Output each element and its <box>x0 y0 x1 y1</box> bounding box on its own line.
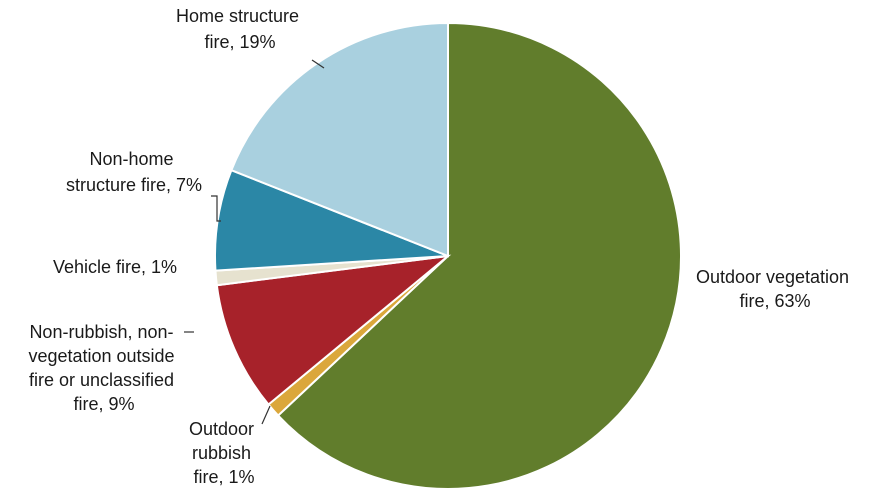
pie-slice-non-home-structure <box>214 168 449 272</box>
label-non-rubbish-non-vegetation: Non-rubbish, non- vegetation outside fir… <box>28 322 179 414</box>
label-outdoor-vegetation: Outdoor vegetation fire, 63% <box>696 267 854 311</box>
label-home-structure: Home structure fire, 19% <box>176 6 304 52</box>
label-line: fire or unclassified <box>29 370 174 390</box>
label-line: Outdoor <box>189 419 254 439</box>
pie-slices <box>214 21 682 490</box>
leader-non-home-structure <box>211 195 221 222</box>
label-line: Non-rubbish, non- <box>29 322 173 342</box>
label-line: Outdoor vegetation <box>696 267 849 287</box>
leader-outdoor-rubbish <box>261 405 271 425</box>
pie-slice-non-rubbish-non-vegetation <box>215 254 452 406</box>
label-vehicle-fire: Vehicle fire, 1% <box>53 257 177 277</box>
label-line: fire, 1% <box>193 467 254 487</box>
label-line: fire, 9% <box>73 394 134 414</box>
label-line: structure fire, 7% <box>66 175 202 195</box>
label-line: fire, 63% <box>739 291 810 311</box>
leader-lines <box>184 59 325 425</box>
pie-slice-outdoor-vegetation <box>276 21 682 490</box>
label-line: Vehicle fire, 1% <box>53 257 177 277</box>
label-line: Non-home <box>89 149 173 169</box>
label-non-home-structure: Non-home structure fire, 7% <box>66 149 202 195</box>
label-line: Home structure <box>176 6 299 26</box>
label-line: fire, 19% <box>204 32 275 52</box>
label-line: vegetation outside <box>28 346 174 366</box>
label-line: rubbish <box>192 443 251 463</box>
leader-home-structure <box>311 59 325 69</box>
label-outdoor-rubbish: Outdoor rubbish fire, 1% <box>189 419 259 487</box>
slice-labels: Outdoor vegetation fire, 63% Outdoor rub… <box>28 6 854 487</box>
